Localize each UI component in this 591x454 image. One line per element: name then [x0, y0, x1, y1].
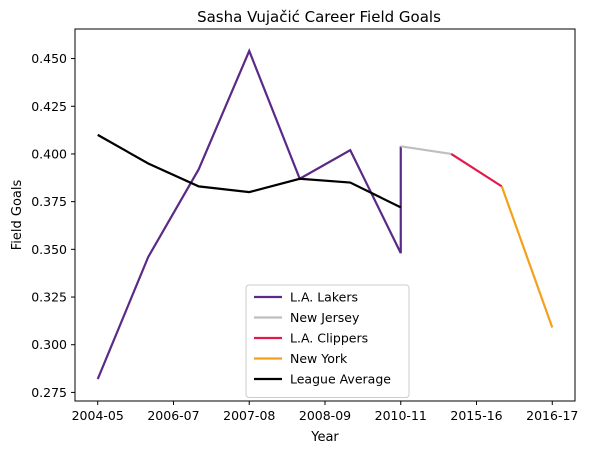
y-tick-label-6: 0.425 — [31, 99, 67, 114]
chart-title: Sasha Vujačić Career Field Goals — [197, 8, 441, 26]
series-layer — [96, 48, 554, 380]
x-axis-label: Year — [310, 430, 339, 445]
series-line-2 — [450, 153, 503, 188]
x-tick-label-5: 2015-16 — [450, 408, 502, 423]
x-tick-label-2: 2007-08 — [223, 408, 275, 423]
x-axis: 2004-05 2006-07 2007-08 2008-09 2010-11 2015-… — [72, 401, 578, 423]
series-line-0 — [96, 48, 402, 380]
x-tick-label-0: 2004-05 — [72, 408, 124, 423]
series-line-4 — [97, 133, 402, 209]
legend-label-3: New York — [290, 351, 348, 366]
x-tick-label-1: 2006-07 — [147, 408, 199, 423]
x-tick-label-6: 2016-17 — [526, 408, 578, 423]
series-line-1 — [400, 145, 452, 156]
legend-label-0: L.A. Lakers — [290, 290, 358, 305]
y-tick-label-7: 0.450 — [31, 51, 67, 66]
legend: L.A. Lakers New Jersey L.A. Clippers New Yo… — [245, 284, 410, 398]
legend-label-4: League Average — [290, 372, 391, 387]
legend-label-1: New Jersey — [290, 310, 360, 325]
y-tick-label-2: 0.325 — [31, 290, 67, 305]
y-tick-label-5: 0.400 — [31, 146, 67, 161]
y-tick-label-1: 0.300 — [31, 337, 67, 352]
x-tick-label-3: 2008-09 — [299, 408, 351, 423]
x-tick-label-4: 2010-11 — [375, 408, 427, 423]
legend-label-2: L.A. Clippers — [290, 331, 368, 346]
series-line-3 — [500, 186, 554, 328]
legend-box — [245, 284, 410, 398]
y-axis-label: Field Goals — [10, 180, 25, 251]
y-tick-label-0: 0.275 — [31, 385, 67, 400]
y-axis: 0.275 0.300 0.325 0.350 0.375 0.400 0.425 0.450 — [31, 51, 75, 400]
y-tick-label-4: 0.375 — [31, 194, 67, 209]
y-tick-label-3: 0.350 — [31, 242, 67, 257]
